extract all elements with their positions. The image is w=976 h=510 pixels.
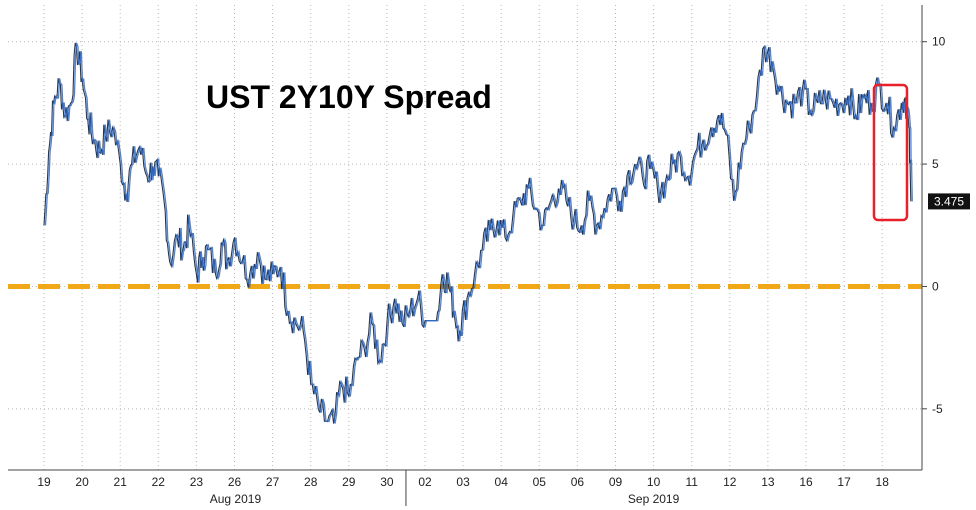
y-tick-label: -5 (932, 402, 943, 416)
x-tick-label: 04 (495, 475, 509, 489)
x-tick-label: 21 (114, 475, 128, 489)
y-axis: 10 5 0 -5 (921, 5, 946, 470)
x-tick-label: 17 (837, 475, 851, 489)
series-lines (43, 42, 913, 424)
x-axis: 19 20 21 22 23 26 27 28 29 30 02 03 04 05 06 09 10 11 12 13… (8, 469, 922, 506)
x-tick-label: 29 (342, 475, 356, 489)
x-tick-label: 26 (228, 475, 242, 489)
x-tick-label: 11 (685, 475, 698, 489)
y-tick-label: 5 (932, 157, 939, 171)
x-tick-label: 16 (799, 475, 813, 489)
x-tick-label: 18 (876, 475, 890, 489)
y-tick-label: 10 (932, 35, 946, 49)
x-tick-label: 20 (75, 475, 89, 489)
x-tick-label: 27 (266, 475, 280, 489)
last-value-badge-bg (928, 193, 970, 210)
x-tick-label: 09 (609, 475, 623, 489)
x-tick-label: 13 (761, 475, 775, 489)
chart-title: UST 2Y10Y Spread (206, 79, 492, 115)
last-value-label: 3.475 (934, 194, 964, 208)
gridlines (8, 5, 922, 470)
x-tick-label: 06 (571, 475, 585, 489)
x-tick-label: 05 (533, 475, 547, 489)
x-tick-label: 03 (456, 475, 470, 489)
spread-series-line (44, 42, 913, 424)
x-month-label: Aug 2019 (210, 492, 262, 506)
x-tick-label: 19 (37, 475, 51, 489)
last-value-badge: 3.475 (928, 193, 970, 210)
x-tick-label: 28 (304, 475, 318, 489)
x-tick-label: 02 (418, 475, 432, 489)
x-month-label: Sep 2019 (628, 492, 680, 506)
x-tick-label: 23 (190, 475, 204, 489)
y-tick-label: 0 (932, 279, 939, 293)
x-tick-label: 22 (152, 475, 166, 489)
x-tick-label: 12 (723, 475, 737, 489)
x-tick-label: 10 (647, 475, 661, 489)
highlight-box (872, 83, 909, 222)
x-tick-label: 30 (380, 475, 394, 489)
